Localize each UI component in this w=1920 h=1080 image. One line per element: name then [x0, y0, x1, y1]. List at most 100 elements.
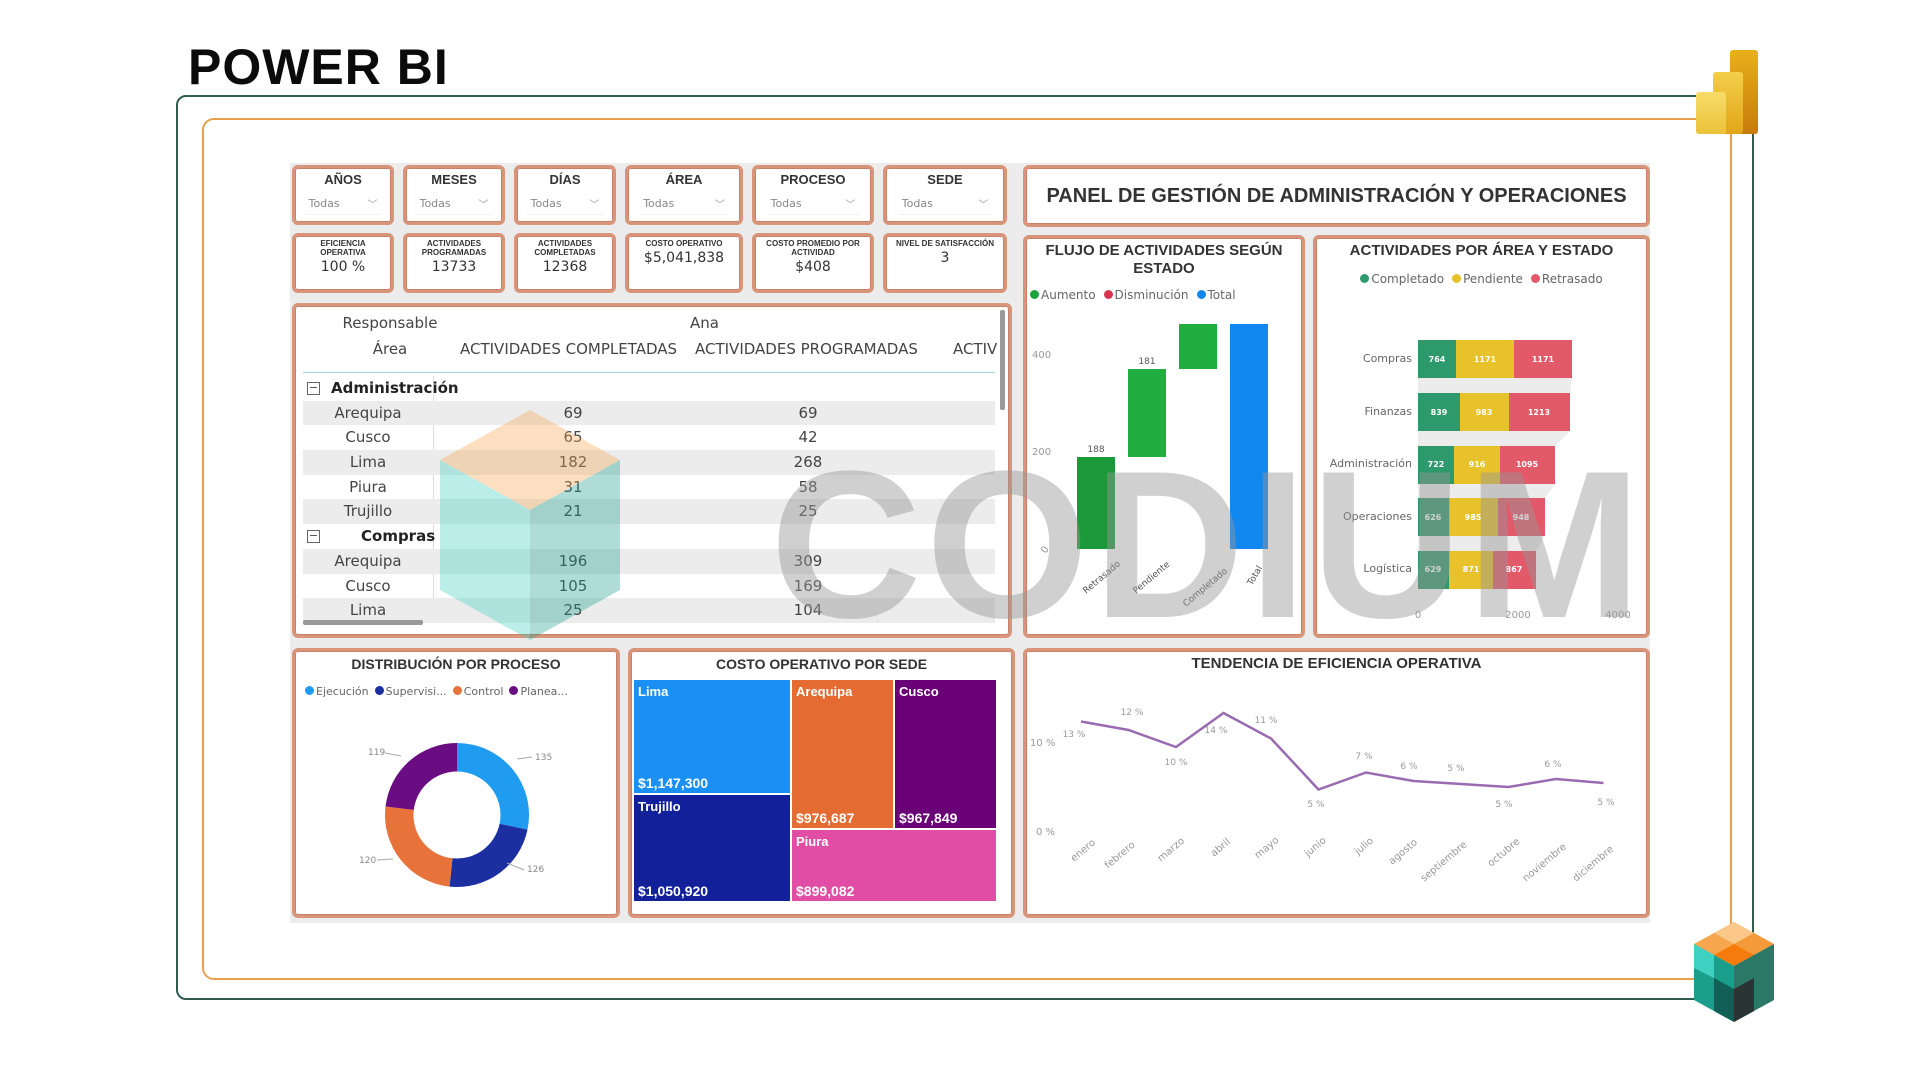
svg-text:Retrasado: Retrasado [1082, 559, 1124, 596]
slicer-dropdown[interactable]: Todas ﹀ [897, 193, 993, 215]
chevron-down-icon: ﹀ [714, 200, 725, 211]
svg-text:126: 126 [527, 865, 544, 875]
svg-text:5 %: 5 % [1447, 764, 1465, 774]
svg-text:agosto: agosto [1387, 837, 1420, 867]
legend-item[interactable]: Ejecución [305, 685, 369, 698]
svg-text:septiembre: septiembre [1419, 839, 1470, 884]
svg-text:Compras: Compras [1363, 352, 1412, 365]
matrix-group-row[interactable]: − Administración [307, 379, 459, 397]
svg-text:Completado: Completado [1182, 566, 1231, 609]
chevron-down-icon: ﹀ [978, 200, 989, 211]
treemap-cell-arequipa[interactable]: Arequipa $976,687 [791, 679, 894, 829]
chart-title: DISTRIBUCIÓN POR PROCESO [351, 656, 561, 672]
chevron-down-icon: ﹀ [845, 200, 856, 211]
table-row: Lima 182 268 [303, 450, 995, 475]
treemap-cell-piura[interactable]: Piura $899,082 [791, 829, 997, 902]
svg-text:1171: 1171 [1532, 355, 1555, 364]
slicer-dropdown[interactable]: Todas ﹀ [304, 193, 382, 215]
chart-title: ACTIVIDADES POR ÁREA Y ESTADO [1349, 242, 1614, 259]
horizontal-scrollbar[interactable] [303, 620, 423, 625]
vertical-scrollbar[interactable] [1000, 310, 1005, 410]
svg-text:enero: enero [1069, 837, 1098, 864]
svg-text:839: 839 [1431, 408, 1448, 417]
svg-text:noviembre: noviembre [1521, 842, 1569, 885]
treemap-cell-cusco[interactable]: Cusco $967,849 [894, 679, 997, 829]
svg-text:diciembre: diciembre [1571, 844, 1616, 884]
waterfall-plot: 400 200 0 188 181 131 500 Retrasado Pend… [1032, 324, 1268, 609]
legend-item[interactable]: Planea... [509, 685, 568, 698]
svg-text:722: 722 [1428, 460, 1445, 469]
column-header[interactable]: ACTIV [953, 340, 998, 358]
svg-text:junio: junio [1302, 835, 1328, 860]
chart-title: COSTO OPERATIVO POR SEDE [715, 656, 928, 672]
svg-text:0: 0 [1415, 610, 1421, 621]
slicer-area[interactable]: ÁREA Todas ﹀ [625, 165, 743, 225]
svg-text:12 %: 12 % [1121, 708, 1144, 718]
svg-text:14 %: 14 % [1205, 726, 1228, 736]
line-plot: 10 % 0 % 13 % 12 % 10 % 14 % 11 % 5 % 7 … [1030, 708, 1616, 885]
legend-item[interactable]: Control [452, 685, 503, 698]
svg-text:Total: Total [1245, 564, 1265, 588]
svg-text:6 %: 6 % [1544, 760, 1562, 770]
column-header[interactable]: ACTIVIDADES PROGRAMADAS [695, 340, 918, 358]
slicer-dias[interactable]: DÍAS Todas ﹀ [514, 165, 616, 225]
kpi-costo-operativo: COSTO OPERATIVO $5,041,838 [625, 233, 743, 293]
dashboard-canvas: AÑOS Todas ﹀ MESES Todas ﹀ DÍAS Todas ﹀ ÁRE… [290, 163, 1650, 923]
kpi-actividades-programadas: ACTIVIDADES PROGRAMADAS 13733 [403, 233, 505, 293]
page-title: POWER BI [188, 39, 449, 95]
legend-item[interactable]: Total [1196, 288, 1236, 302]
dashboard-title: PANEL DE GESTIÓN DE ADMINISTRACIÓN Y OPE… [1046, 184, 1627, 207]
treemap-cell-lima[interactable]: Lima $1,147,300 [633, 679, 791, 794]
slicer-anos[interactable]: AÑOS Todas ﹀ [292, 165, 394, 225]
svg-text:0 %: 0 % [1036, 827, 1055, 838]
kpi-eficiencia: EFICIENCIA OPERATIVA 100 % [292, 233, 394, 293]
svg-text:120: 120 [359, 856, 376, 866]
svg-text:119: 119 [368, 748, 385, 758]
svg-text:marzo: marzo [1156, 836, 1187, 865]
svg-text:1213: 1213 [1528, 408, 1550, 417]
svg-text:5 %: 5 % [1495, 800, 1513, 810]
treemap-plot: Lima $1,147,300 Trujillo $1,050,920 Arequi… [633, 679, 1010, 902]
svg-text:6 %: 6 % [1400, 762, 1418, 772]
legend-item[interactable]: Retrasado [1530, 272, 1603, 286]
chevron-down-icon: ﹀ [478, 200, 489, 211]
table-row: Piura 31 58 [349, 477, 818, 496]
column-header[interactable]: ACTIVIDADES COMPLETADAS [460, 340, 678, 358]
chevron-down-icon: ﹀ [589, 200, 600, 211]
legend-item[interactable]: Pendiente [1452, 272, 1523, 286]
svg-text:948: 948 [1513, 513, 1530, 522]
slicer-meses[interactable]: MESES Todas ﹀ [403, 165, 505, 225]
collapse-icon[interactable]: − [307, 529, 320, 544]
chevron-down-icon: ﹀ [367, 200, 378, 211]
outer-frame [176, 95, 1754, 1000]
svg-text:867: 867 [1506, 565, 1523, 574]
legend-item[interactable]: Completado [1360, 272, 1444, 286]
matrix-group-row[interactable]: − Compras [307, 527, 436, 546]
svg-text:188: 188 [1087, 445, 1104, 455]
donut-chart-card: DISTRIBUCIÓN POR PROCESO Ejecución Super… [292, 648, 620, 918]
slicer-proceso[interactable]: PROCESO Todas ﹀ [752, 165, 874, 225]
slicer-dropdown[interactable]: Todas ﹀ [526, 193, 604, 215]
legend-item[interactable]: Supervisi... [374, 685, 447, 698]
svg-text:Logística: Logística [1363, 562, 1412, 575]
svg-text:2000: 2000 [1505, 610, 1530, 621]
line-chart-card: TENDENCIA DE EFICIENCIA OPERATIVA 10 % 0… [1023, 648, 1650, 918]
treemap-cell-trujillo[interactable]: Trujillo $1,050,920 [633, 794, 791, 902]
slicer-dropdown[interactable]: Todas ﹀ [639, 193, 729, 215]
svg-text:Administración: Administración [1330, 457, 1412, 470]
codium-cube-logo-icon [1694, 922, 1774, 1022]
legend-item[interactable]: Aumento [1030, 288, 1096, 302]
legend-item[interactable]: Disminución [1103, 288, 1189, 302]
slicer-dropdown[interactable]: Todas ﹀ [415, 193, 493, 215]
svg-text:11 %: 11 % [1255, 716, 1278, 726]
svg-text:7 %: 7 % [1355, 752, 1373, 762]
slicer-sede[interactable]: SEDE Todas ﹀ [883, 165, 1007, 225]
svg-text:135: 135 [535, 753, 552, 763]
svg-text:Pendiente: Pendiente [1132, 559, 1173, 596]
collapse-icon[interactable]: − [307, 381, 320, 395]
chart-title: FLUJO DE ACTIVIDADES SEGÚN ESTADO [1045, 242, 1283, 277]
slicer-dropdown[interactable]: Todas ﹀ [766, 193, 860, 215]
matrix-table[interactable]: Responsable Ana Área ACTIVIDADES COMPLET… [292, 303, 1012, 638]
svg-text:10 %: 10 % [1030, 738, 1055, 749]
svg-text:1095: 1095 [1516, 460, 1539, 469]
